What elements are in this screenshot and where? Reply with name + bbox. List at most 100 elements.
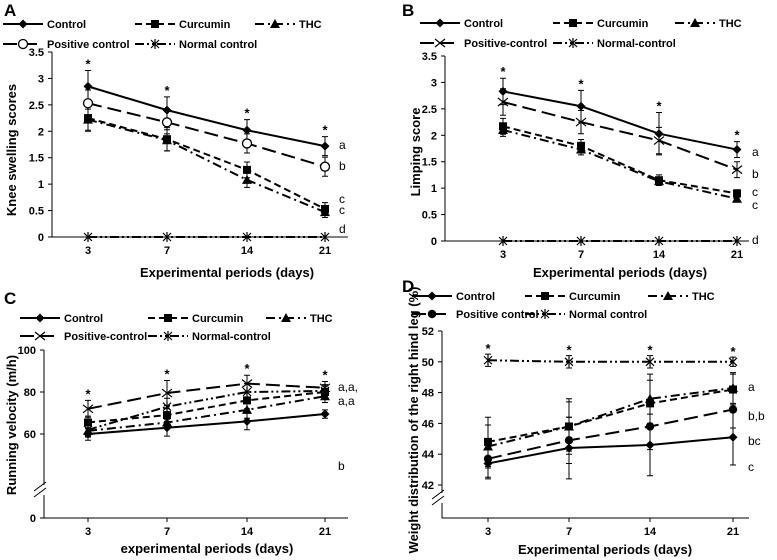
panel-c-ytick-label: 0 (30, 513, 36, 525)
panel-a-point (162, 105, 172, 115)
panel-d-ytick-label: 50 (422, 357, 434, 369)
panel-b-point (732, 193, 742, 203)
panel-b-legend-marker (435, 18, 445, 28)
panel-a-significance-star: * (244, 106, 250, 121)
panel-a-legend-label: Control (47, 19, 86, 31)
panel-a-series-line (87, 85, 326, 148)
panel-d-point (645, 422, 655, 431)
panel-b-significance-star: * (578, 76, 584, 91)
panel-b-legend-marker (569, 19, 577, 27)
panel-a-ytick-label: 2.5 (29, 100, 44, 112)
panel-d-point (483, 454, 493, 464)
panel-a: A Control Curcumin THC Positive control Norm… (3, 1, 348, 280)
panel-d-legend-label: Normal control (569, 309, 647, 321)
panel-c-ylabel: Running velocity (m/h) (4, 355, 19, 495)
panel-c-point (82, 404, 94, 414)
panel-b-xlabel: Experimental periods (days) (533, 265, 707, 280)
panel-b-legend-marker (434, 38, 446, 48)
panel-d-series-line (487, 436, 734, 465)
panel-b-legend-marker (690, 18, 700, 27)
panel-a-legend: Control Curcumin THC Positive control Normal… (3, 19, 322, 51)
panel-a-legend-marker (150, 39, 160, 49)
panel-c-group-letter: a,a, (338, 380, 358, 394)
panel-c-legend-marker (35, 313, 45, 323)
panel-d-significance-star: * (485, 341, 491, 356)
panel-d-plot: 42 44 46 48 50 52 3 7 14 21 * * * * a b,b bc c (422, 326, 765, 538)
panel-d-series-line (487, 386, 734, 448)
panel-b-legend-marker (568, 38, 578, 48)
panel-a-xtick-label: 7 (164, 245, 170, 257)
panel-d-point (564, 436, 574, 445)
panel-d-series-line (487, 408, 734, 460)
panel-a-xtick-label: 14 (241, 245, 254, 257)
panel-a-point (242, 232, 252, 242)
panel-a-point (162, 232, 172, 242)
panel-b-xtick-label: 3 (500, 249, 506, 261)
panel-c-ytick-label: 80 (24, 387, 36, 399)
panel-c-significance-star: * (164, 366, 170, 381)
panel-b-group-letter: a (752, 145, 759, 159)
panel-a-significance-star: * (85, 57, 91, 72)
panel-d-point (645, 356, 655, 367)
panel-c-xtick-label: 3 (85, 526, 91, 538)
panel-d-ytick-label: 48 (422, 388, 434, 400)
panel-b-ytick-label: 3 (431, 77, 437, 89)
panel-d-ytick-label: 44 (422, 449, 435, 461)
panel-c-axis-break (33, 481, 47, 498)
panel-d-significance-star: * (647, 343, 653, 358)
panel-c-point (320, 385, 330, 396)
panel-a-point (161, 117, 173, 128)
panel-b-ytick-label: 1.5 (422, 157, 437, 169)
panel-c-point (84, 418, 92, 427)
panel-c-ytick-label: 60 (24, 429, 36, 441)
panel-b-point (654, 176, 664, 186)
panel-b-point (498, 236, 508, 246)
panel-c-ytick-label: 100 (18, 345, 36, 357)
panel-a-point (82, 98, 94, 109)
panel-b-xtick-label: 7 (578, 249, 584, 261)
panel-c-group-letter: b (338, 459, 345, 473)
panel-d-legend-label: Curcumin (569, 291, 621, 303)
panel-a-point (320, 141, 330, 151)
panel-b-legend-label: Curcumin (597, 18, 649, 30)
panel-d-legend-marker (663, 291, 673, 300)
panel-d-point (564, 356, 574, 367)
panel-b-ytick-label: 0.5 (422, 210, 437, 222)
panel-c-series-line (87, 389, 326, 431)
panel-d-legend-label: Control (456, 291, 495, 303)
panel-b-point (576, 101, 586, 111)
panel-b-point (654, 236, 664, 246)
panel-d-label: D (402, 277, 414, 296)
panel-c-legend-marker (281, 313, 291, 322)
panel-a-legend-marker (17, 38, 29, 50)
panel-b-ytick-label: 2 (431, 130, 437, 142)
panel-c-series-line (87, 413, 326, 435)
panel-c-legend: Control Curcumin THC Positive-control Normal… (20, 313, 333, 343)
panel-b-significance-star: * (734, 128, 740, 143)
panel-d-xtick-label: 21 (727, 526, 739, 538)
panel-c-xtick-label: 7 (164, 526, 170, 538)
panel-b-xtick-label: 21 (731, 249, 743, 261)
panel-c-legend-marker (34, 331, 46, 341)
panel-a-ytick-label: 3 (38, 73, 44, 85)
panel-d-point (728, 432, 738, 442)
panel-d-point (728, 405, 738, 414)
panel-b-point (576, 236, 586, 246)
panel-b-legend: Control Curcumin THC Positive-control Normal… (420, 18, 742, 50)
panel-a-group-letter: d (339, 222, 346, 236)
panel-d-legend-label: THC (692, 291, 715, 303)
panel-a-point (241, 138, 253, 149)
panel-b-point (498, 125, 508, 134)
panel-a-ytick-label: 2 (38, 126, 44, 138)
panel-b-point (576, 144, 586, 154)
panel-b-point (732, 145, 742, 155)
panel-d-axis-break (431, 489, 445, 506)
panel-b-point (732, 236, 742, 246)
panel-a-point (83, 114, 93, 124)
panel-d-point (483, 355, 493, 366)
panel-d-xlabel: Experimental periods (days) (518, 542, 692, 557)
panel-a-legend-label: THC (299, 19, 322, 31)
panel-c-legend-marker (163, 331, 173, 341)
panel-a-xtick-label: 3 (85, 245, 91, 257)
